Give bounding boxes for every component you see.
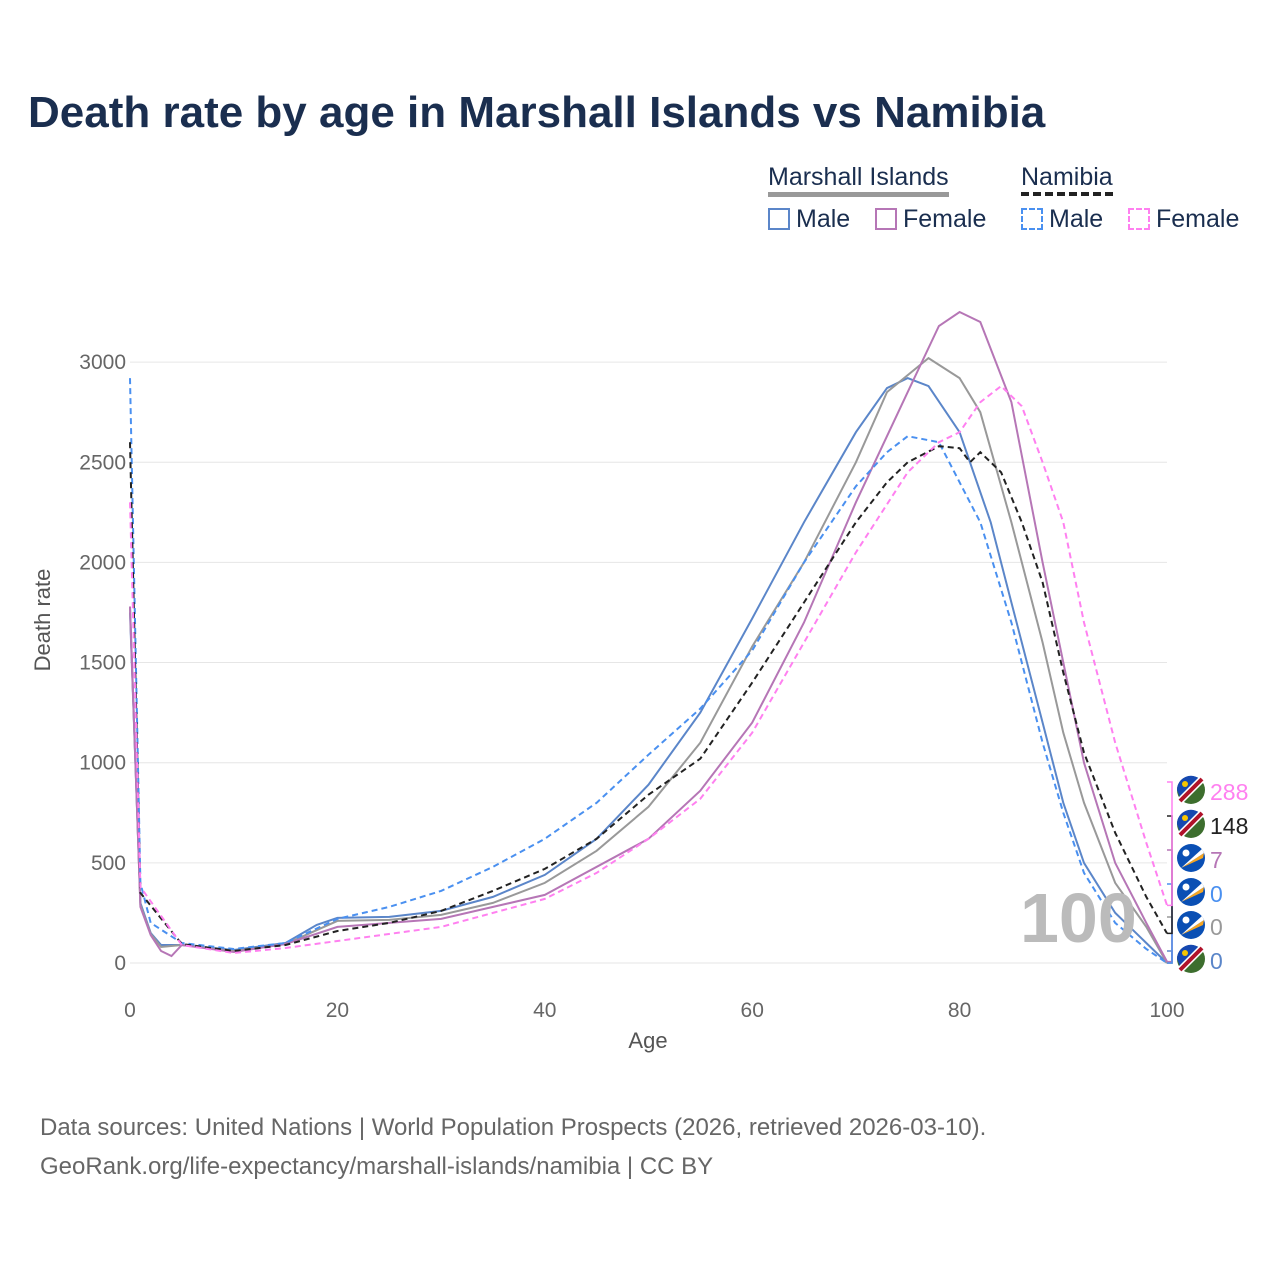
legend-label: Female <box>1156 205 1240 233</box>
legend-label: Female <box>903 205 987 233</box>
legend-mi-female[interactable]: Female <box>875 205 986 234</box>
x-axis-label: Age <box>628 1028 667 1053</box>
y-tick-label: 1500 <box>79 652 126 675</box>
end-label-connector <box>1167 781 1173 907</box>
y-tick-label: 0 <box>114 952 126 975</box>
x-tick-label: 100 <box>1149 999 1184 1022</box>
legend-group-namibia: Namibia <box>1021 163 1113 196</box>
source-line: Data sources: United Nations | World Pop… <box>40 1114 987 1141</box>
marshall-islands-flag-icon <box>1177 844 1205 872</box>
series-line-marshall-islands-male <box>129 377 1168 964</box>
namibia-flag-icon <box>1176 809 1205 838</box>
footer: Data sources: United Nations | World Pop… <box>40 1108 986 1186</box>
marshall-islands-flag-icon <box>1177 878 1205 906</box>
legend-na-female[interactable]: Female <box>1128 205 1239 234</box>
x-tick-label: 20 <box>326 999 349 1022</box>
legend-na-male[interactable]: Male <box>1021 205 1103 234</box>
end-value-label: 7 <box>1210 847 1223 873</box>
watermark-year: 100 <box>1020 879 1137 957</box>
end-value-label: 148 <box>1210 813 1248 839</box>
namibia-flag-icon <box>1176 944 1205 973</box>
chart-title: Death rate by age in Marshall Islands vs… <box>28 88 1046 137</box>
end-value-label: 288 <box>1210 779 1248 805</box>
end-value-label: 0 <box>1210 914 1223 940</box>
end-value-label: 0 <box>1210 948 1223 974</box>
marshall-islands-flag-icon <box>1177 911 1205 939</box>
legend-swatch <box>1128 208 1150 230</box>
y-tick-label: 2000 <box>79 551 126 574</box>
legend-swatch <box>768 208 790 230</box>
series-line-marshall-islands <box>129 356 1168 964</box>
x-tick-label: 60 <box>741 999 764 1022</box>
x-tick-label: 0 <box>124 999 136 1022</box>
x-tick-label: 40 <box>533 999 556 1022</box>
series-line-marshall-islands-female <box>129 310 1168 963</box>
x-tick-label: 80 <box>948 999 971 1022</box>
y-tick-label: 3000 <box>79 351 126 374</box>
series-line-namibia-male <box>129 378 1168 964</box>
y-tick-label: 1000 <box>79 752 126 775</box>
namibia-flag-icon <box>1176 775 1205 804</box>
series-line-namibia-female <box>129 384 1168 955</box>
y-axis-label: Death rate <box>30 569 55 672</box>
end-value-label: 0 <box>1210 881 1223 907</box>
legend-swatch <box>1021 208 1043 230</box>
series-line-namibia <box>129 442 1168 953</box>
y-tick-label: 2500 <box>79 451 126 474</box>
legend-mi-male[interactable]: Male <box>768 205 850 234</box>
legend-label: Male <box>796 205 851 233</box>
source-link[interactable]: GeoRank.org/life-expectancy/marshall-isl… <box>40 1153 714 1180</box>
legend-swatch <box>875 208 897 230</box>
legend-group-marshall-islands: Marshall Islands <box>768 163 949 197</box>
y-tick-label: 500 <box>91 852 126 875</box>
legend-label: Male <box>1049 205 1104 233</box>
